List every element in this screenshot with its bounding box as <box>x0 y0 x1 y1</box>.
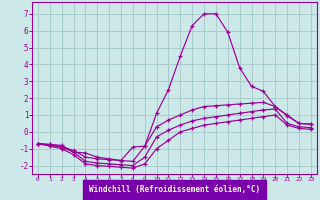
X-axis label: Windchill (Refroidissement éolien,°C): Windchill (Refroidissement éolien,°C) <box>89 185 260 194</box>
